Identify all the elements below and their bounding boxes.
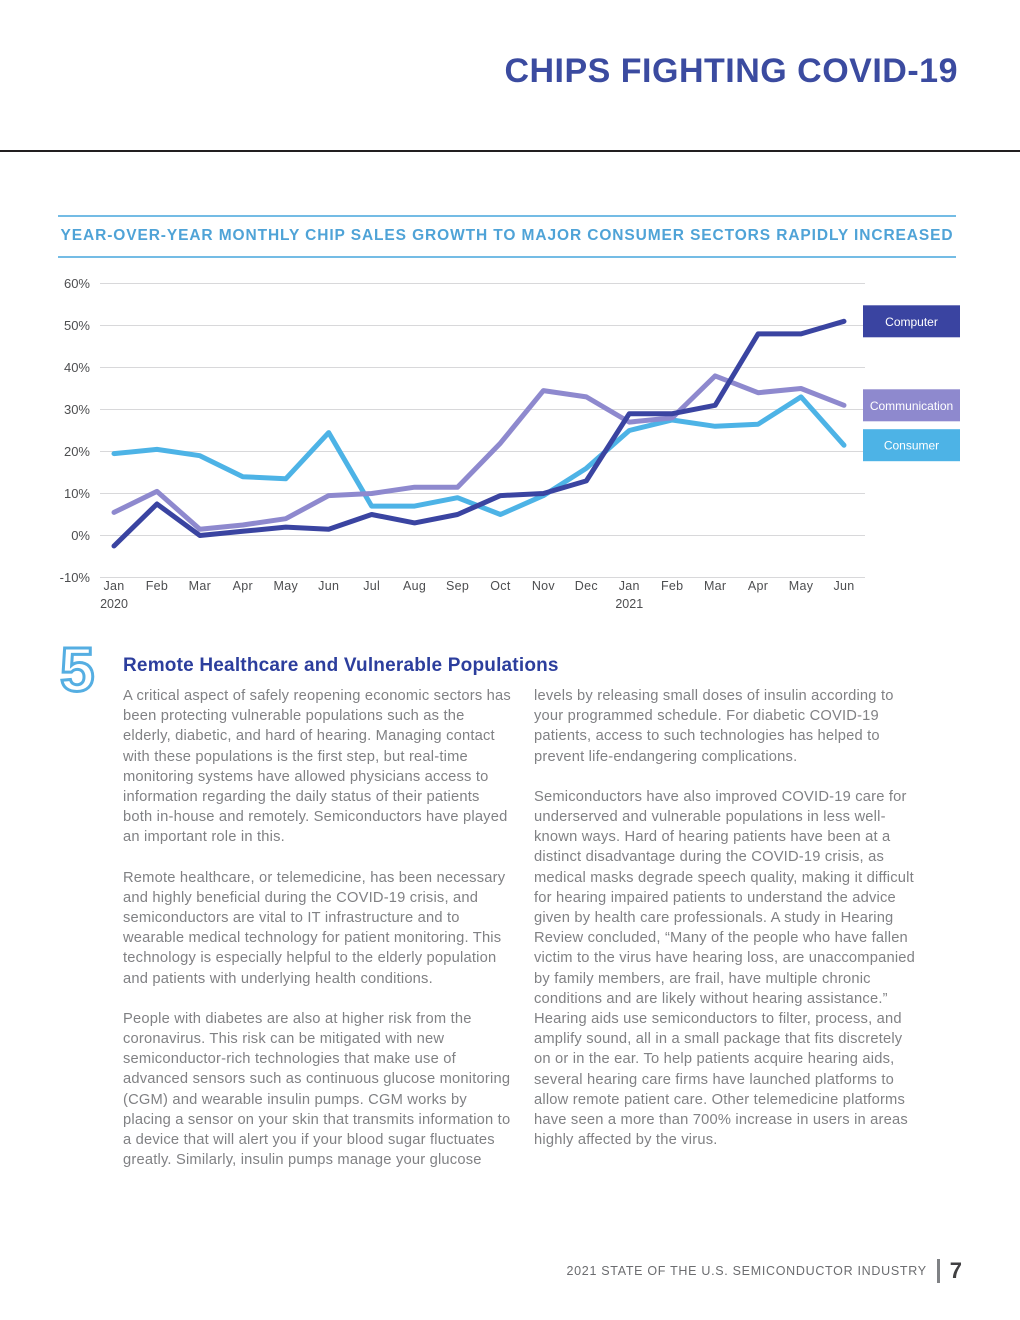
y-axis-tick-label: 10% — [64, 486, 90, 501]
body-column-left: A critical aspect of safely reopening ec… — [123, 686, 512, 1190]
x-axis-tick-label: Aug — [403, 579, 426, 593]
y-axis-tick-label: -10% — [60, 570, 91, 585]
body-column-right: levels by releasing small doses of insul… — [534, 686, 923, 1190]
footer: 2021 STATE OF THE U.S. SEMICONDUCTOR IND… — [566, 1258, 962, 1284]
series-line-communication — [111, 373, 847, 532]
paragraph: A critical aspect of safely reopening ec… — [123, 688, 511, 846]
x-axis-tick-label: Apr — [748, 579, 768, 593]
paragraph: Remote healthcare, or telemedicine, has … — [123, 869, 506, 987]
x-axis-tick-label: Oct — [490, 579, 511, 593]
legend-swatch-consumer — [863, 429, 960, 462]
paragraph: People with diabetes are also at higher … — [123, 1010, 511, 1169]
paragraph: levels by releasing small doses of insul… — [534, 688, 894, 765]
x-axis-tick-label: May — [789, 579, 814, 593]
x-axis-tick-label: Jun — [833, 579, 854, 593]
y-axis-tick-label: 40% — [64, 360, 90, 375]
header-rule — [0, 150, 1020, 152]
chart-title-band: YEAR-OVER-YEAR MONTHLY CHIP SALES GROWTH… — [58, 215, 956, 258]
x-axis-tick-label: Nov — [532, 579, 556, 593]
y-axis-tick-label: 20% — [64, 444, 90, 459]
x-axis-tick-label: May — [274, 579, 299, 593]
footer-divider-bar — [936, 1259, 940, 1283]
section-number: 5 — [58, 636, 96, 705]
x-axis-tick-label: Apr — [233, 579, 253, 593]
x-axis-tick-label: Dec — [575, 579, 598, 593]
series-line-consumer — [111, 394, 847, 517]
x-axis-year-label: 2021 — [615, 597, 643, 611]
x-axis-tick-label: Sep — [446, 579, 469, 593]
y-axis-tick-label: 60% — [64, 276, 90, 291]
legend-swatch-communication — [863, 389, 960, 422]
legend-label-computer: Computer — [885, 315, 938, 329]
x-axis-tick-label: Feb — [661, 579, 683, 593]
legend-label-communication: Communication — [870, 399, 953, 413]
x-axis-tick-label: Jun — [318, 579, 339, 593]
chart-title: YEAR-OVER-YEAR MONTHLY CHIP SALES GROWTH… — [60, 227, 954, 244]
x-axis-year-label: 2020 — [100, 597, 128, 611]
body-columns: A critical aspect of safely reopening ec… — [123, 686, 923, 1190]
x-axis-tick-label: Jan — [619, 579, 640, 593]
y-axis-tick-label: 30% — [64, 402, 90, 417]
section-heading: Remote Healthcare and Vulnerable Populat… — [123, 655, 559, 676]
sales-growth-chart: 60% 50% 40% 30% 20% 10% 0% -10% Jan Feb Mar Apr May J… — [60, 276, 960, 611]
series-line-computer — [111, 318, 847, 549]
page-title: CHIPS FIGHTING COVID-19 — [504, 52, 958, 90]
x-axis-tick-label: Mar — [704, 579, 726, 593]
paragraph: Semiconductors have also improved COVID-… — [534, 788, 916, 1149]
x-axis-tick-label: Feb — [146, 579, 168, 593]
footer-text: 2021 STATE OF THE U.S. SEMICONDUCTOR IND… — [566, 1264, 927, 1278]
page-number: 7 — [949, 1258, 962, 1283]
x-axis-tick-label: Mar — [189, 579, 211, 593]
y-axis-tick-label: 50% — [64, 318, 90, 333]
legend-label-consumer: Consumer — [884, 439, 939, 453]
y-axis-tick-label: 0% — [71, 528, 90, 543]
x-axis-tick-label: Jul — [363, 579, 380, 593]
legend-swatch-computer — [863, 305, 960, 338]
x-axis-tick-label: Jan — [103, 579, 124, 593]
